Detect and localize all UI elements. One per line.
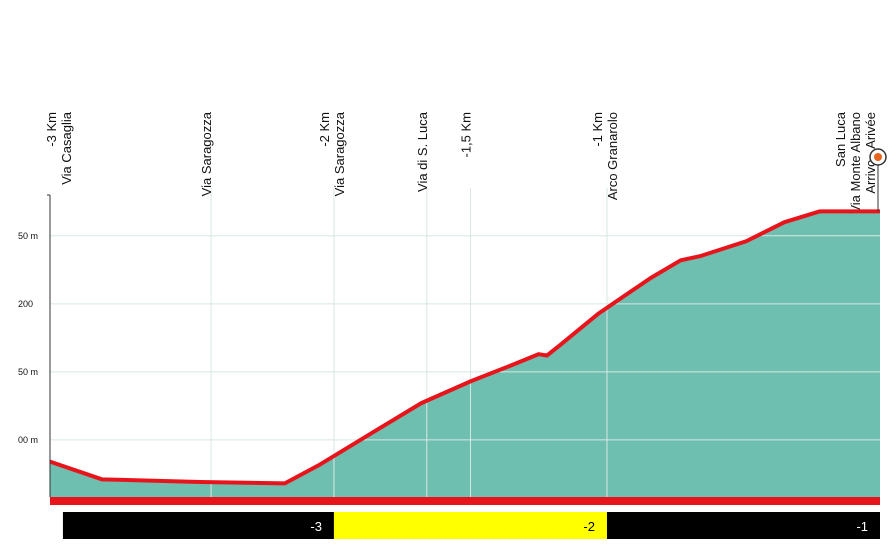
baseline — [50, 497, 880, 505]
y-tick-label: 50 m — [18, 231, 38, 241]
marker-label: Via di S. Luca — [415, 111, 430, 192]
km-label: -3 — [310, 519, 322, 534]
profile-area — [50, 211, 880, 497]
marker-label: San Luca — [833, 111, 848, 167]
km-segment — [62, 512, 334, 539]
marker-label: Via Monte Albano — [848, 112, 863, 214]
marker-label: Via Casaglia — [59, 111, 74, 185]
km-segment — [606, 512, 880, 539]
marker-label: -3 Km — [44, 112, 59, 147]
y-tick-label: 50 m — [18, 367, 38, 377]
marker-label: Arco Granarolo — [605, 112, 620, 200]
km-segment — [333, 512, 607, 539]
marker-label: Via Saragozza — [199, 111, 214, 196]
marker-label: -1 Km — [590, 112, 605, 147]
y-tick-label: 200 — [18, 299, 33, 309]
km-label: -2 — [583, 519, 595, 534]
marker-label: Via Saragozza — [332, 111, 347, 196]
y-tick-label: 00 m — [18, 435, 38, 445]
marker-label: -1,5 Km — [458, 112, 473, 158]
km-label: -1 — [856, 519, 868, 534]
finish-icon-dot — [874, 153, 882, 161]
profile-line — [49, 209, 880, 486]
marker-label: -2 Km — [317, 112, 332, 147]
